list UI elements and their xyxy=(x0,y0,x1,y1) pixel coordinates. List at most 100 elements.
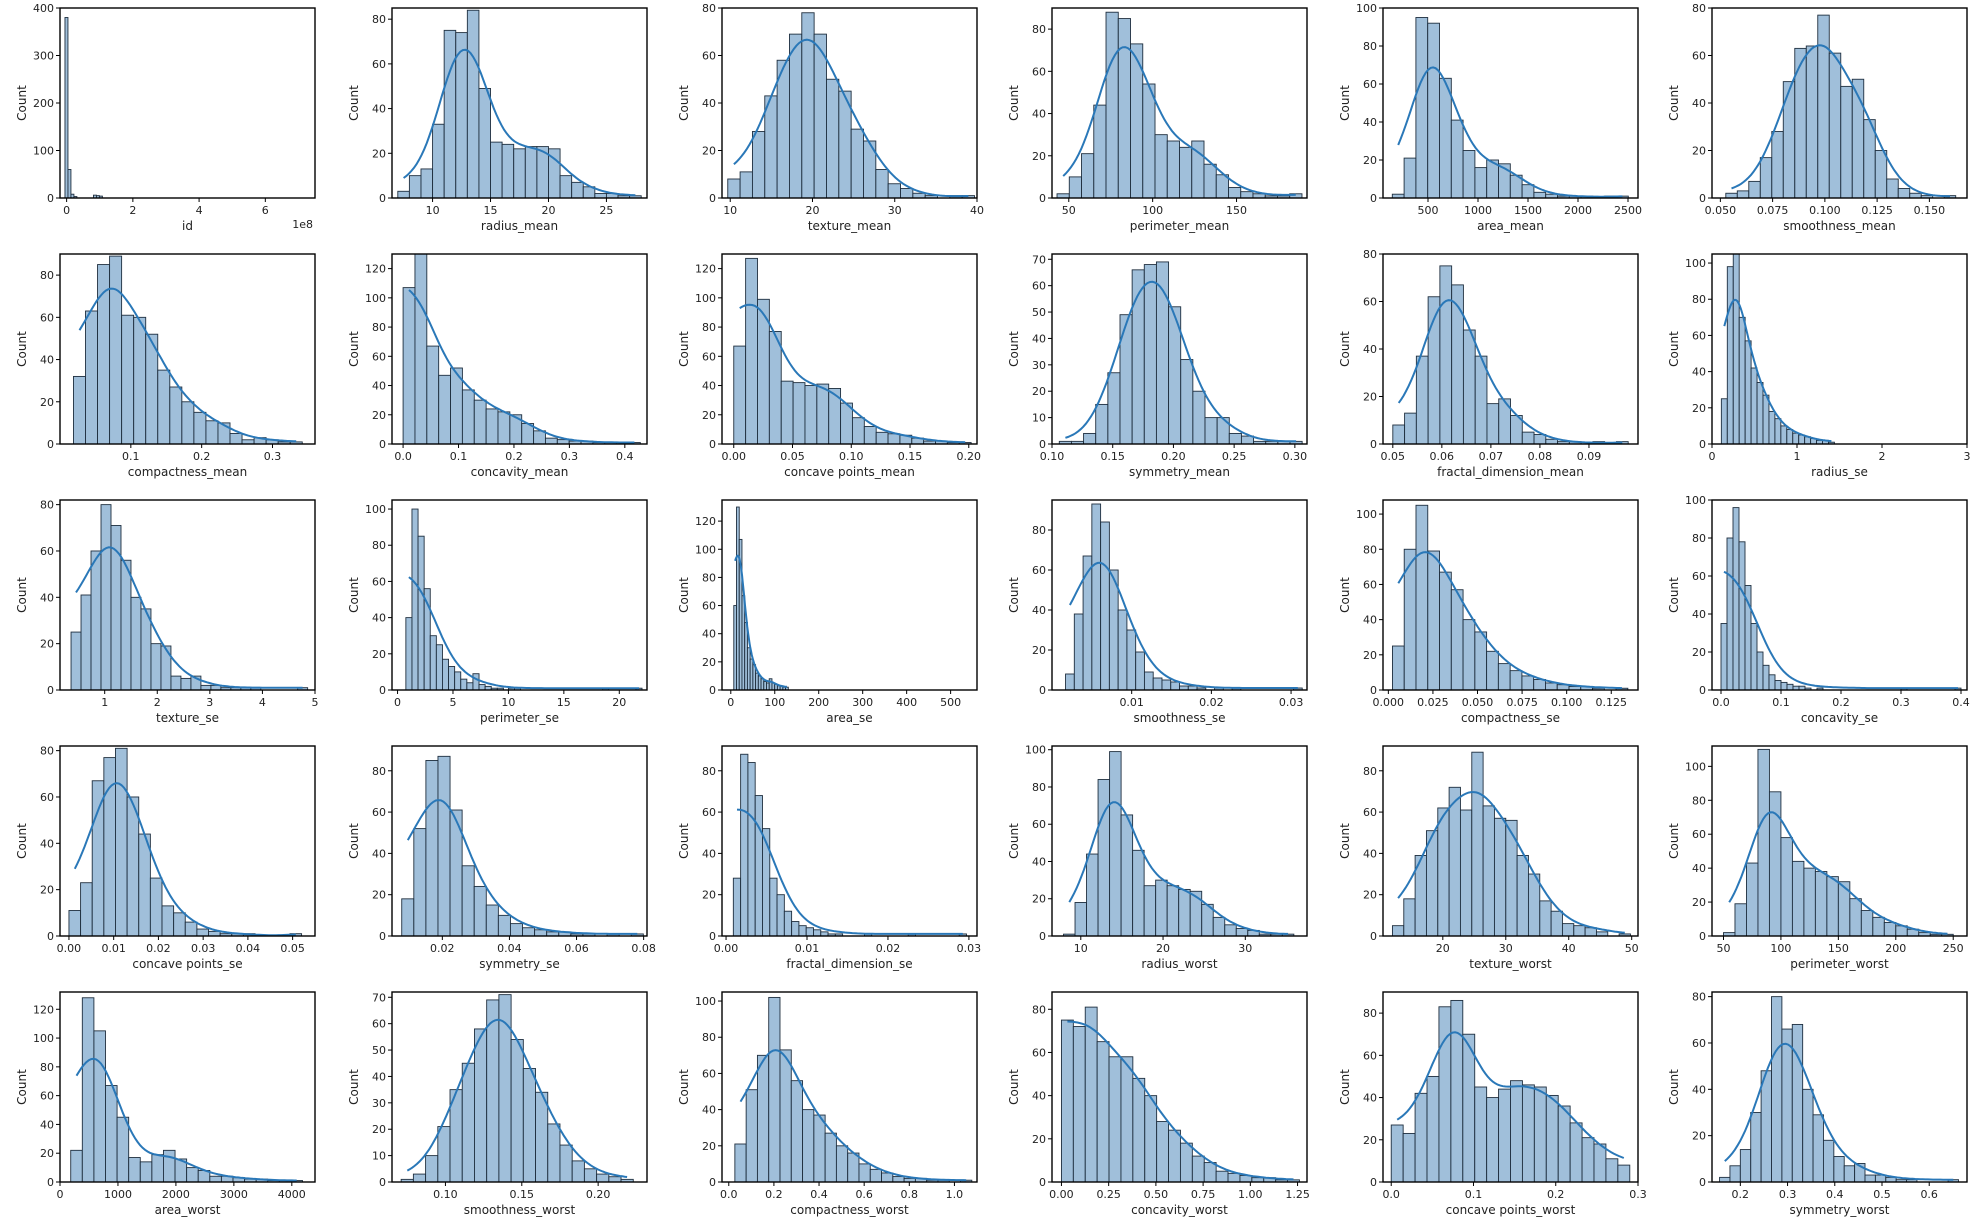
y-tick-label: 60 xyxy=(1032,1047,1046,1060)
histogram-bar xyxy=(461,1062,475,1183)
histogram-bar xyxy=(1872,916,1885,937)
histogram-bar xyxy=(1142,83,1156,199)
histogram-bar xyxy=(138,833,151,937)
y-tick-label: 40 xyxy=(702,1104,716,1117)
y-tick-label: 10 xyxy=(1032,412,1046,425)
x-tick-label: 0.01 xyxy=(101,942,126,955)
histogram-bar xyxy=(1450,589,1464,691)
x-tick-label: 20 xyxy=(806,204,820,217)
x-tick-label: 20 xyxy=(612,696,626,709)
histogram-bar xyxy=(522,927,536,937)
histogram-bar xyxy=(1462,329,1476,445)
histogram-bar xyxy=(1729,1165,1741,1183)
histogram-bar xyxy=(813,1114,826,1183)
axes-frame xyxy=(1382,991,1639,1183)
histogram-bar xyxy=(1097,779,1111,937)
x-tick-label: 0.30 xyxy=(1283,450,1308,463)
x-tick-label: 0.0 xyxy=(720,1188,738,1201)
y-tick-label: 0 xyxy=(47,438,54,451)
histogram-bar xyxy=(173,912,186,937)
x-tick-label: 0.02 xyxy=(146,942,171,955)
y-tick-label: 0 xyxy=(379,1176,386,1189)
histogram-panel: 0.00 0.01 0.02 0.03 0.04 0.05 0 20 40 60 80 concave… xyxy=(15,745,316,971)
x-tick-label: 0.50 xyxy=(1144,1188,1169,1201)
x-tick-label: 0.03 xyxy=(1279,696,1304,709)
x-tick-label: 0.100 xyxy=(1551,696,1583,709)
x-tick-label: 0.00 xyxy=(1049,1188,1074,1201)
histogram-panel: 500 1000 1500 2000 2500 0 20 40 60 80 100 area_mean… xyxy=(1338,2,1642,233)
histogram-bar xyxy=(417,535,425,691)
x-tick-label: 0.08 xyxy=(631,942,656,955)
histogram-bar xyxy=(1065,673,1075,691)
x-tick-label: 0.01 xyxy=(795,942,820,955)
x-tick-label: 0.15 xyxy=(510,1188,535,1201)
kde-curve xyxy=(1068,801,1289,935)
histogram-bar xyxy=(70,631,82,691)
histogram-bar xyxy=(824,1132,837,1183)
histogram-bar xyxy=(1539,900,1552,937)
x-axis-label: perimeter_worst xyxy=(1790,957,1889,971)
kde-curve xyxy=(406,1018,628,1178)
y-tick-label: 0 xyxy=(1699,1176,1706,1189)
y-tick-label: 80 xyxy=(702,571,716,584)
x-tick-label: 25 xyxy=(599,204,613,217)
x-tick-label: 0.09 xyxy=(1577,450,1602,463)
histogram-bar xyxy=(1144,1095,1158,1183)
kde-curve xyxy=(1062,46,1296,196)
histogram-bar xyxy=(120,559,132,691)
y-tick-label: 40 xyxy=(40,354,54,367)
histogram-bar xyxy=(756,1054,770,1183)
histogram-bar xyxy=(791,921,800,937)
histogram-panel: 0.00 0.01 0.02 0.03 0 20 40 60 80 fractal_dimensi… xyxy=(677,745,981,971)
histogram-bar xyxy=(437,755,451,937)
x-tick-label: 0.25 xyxy=(1096,1188,1121,1201)
histogram-bar xyxy=(1152,677,1163,691)
histogram-bar xyxy=(789,33,803,199)
histogram-bar xyxy=(1569,1122,1583,1183)
histogram-bar xyxy=(80,882,93,937)
x-tick-label: 3 xyxy=(1964,450,1971,463)
x-tick-label: 2 xyxy=(1879,450,1886,463)
histogram-bar xyxy=(1803,867,1816,937)
axes-frame xyxy=(59,991,316,1183)
y-axis-label: Count xyxy=(15,331,29,367)
histogram-bar xyxy=(490,141,503,199)
x-tick-label: 0.2 xyxy=(1732,1188,1750,1201)
histogram-bar xyxy=(509,923,523,937)
histogram-bar xyxy=(68,910,82,937)
histogram-bar xyxy=(161,905,175,937)
y-axis-label: Count xyxy=(15,1069,29,1105)
histogram-bar xyxy=(193,411,207,445)
histogram-bar xyxy=(1392,424,1406,445)
x-tick-label: 0.02 xyxy=(430,942,455,955)
x-axis-label: fractal_dimension_mean xyxy=(1437,465,1584,479)
x-tick-label: 0.3 xyxy=(1629,1188,1647,1201)
y-tick-label: 80 xyxy=(372,539,386,552)
histogram-bar xyxy=(180,677,192,691)
histogram-bar xyxy=(209,1175,222,1183)
y-axis-label: Count xyxy=(15,577,29,613)
histogram-bar xyxy=(1100,521,1110,691)
x-tick-label: 0.025 xyxy=(1417,696,1449,709)
kde-curve xyxy=(739,1049,967,1182)
histogram-bar xyxy=(1521,675,1535,691)
y-tick-label: 60 xyxy=(1692,1037,1706,1050)
x-axis-label: smoothness_mean xyxy=(1783,219,1895,233)
y-tick-label: 60 xyxy=(702,600,716,613)
y-tick-label: 100 xyxy=(33,1032,54,1045)
histogram-bar xyxy=(1091,503,1102,691)
histogram-bar xyxy=(1462,1033,1476,1183)
histogram-bar xyxy=(181,401,195,445)
x-tick-label: 0.08 xyxy=(1528,450,1553,463)
histogram-bar xyxy=(186,1167,199,1183)
x-tick-label: 0.3 xyxy=(264,450,282,463)
histogram-bar xyxy=(466,9,480,199)
y-axis-label: Count xyxy=(347,85,361,121)
x-tick-label: 0.2 xyxy=(765,1188,783,1201)
histogram-bar xyxy=(875,431,889,445)
histogram-bar xyxy=(912,192,926,199)
y-tick-label: 0 xyxy=(709,930,716,943)
y-tick-label: 40 xyxy=(1032,108,1046,121)
y-tick-label: 60 xyxy=(1363,806,1377,819)
histogram-bar xyxy=(534,929,548,937)
